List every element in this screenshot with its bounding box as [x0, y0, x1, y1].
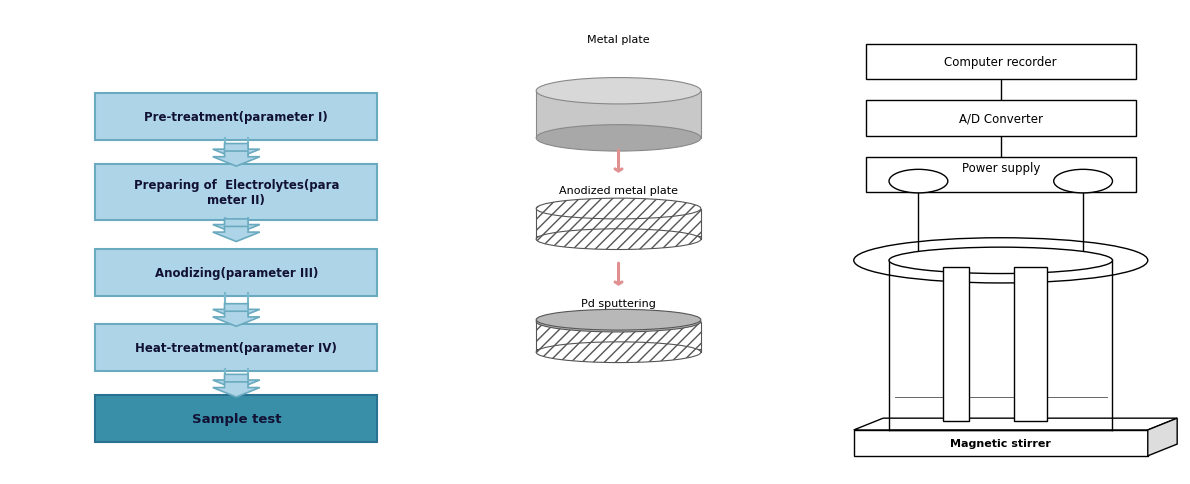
Text: Ti: Ti	[1026, 363, 1035, 373]
Text: Anodized metal plate: Anodized metal plate	[559, 185, 678, 195]
Text: Pt: Pt	[951, 363, 962, 373]
Polygon shape	[1014, 268, 1047, 422]
Polygon shape	[213, 312, 259, 327]
Ellipse shape	[537, 229, 701, 250]
Text: Pd sputtering: Pd sputtering	[581, 298, 656, 308]
FancyBboxPatch shape	[95, 249, 377, 296]
Text: Anodizing(parameter III): Anodizing(parameter III)	[155, 266, 318, 279]
Polygon shape	[213, 144, 259, 159]
Circle shape	[889, 170, 947, 194]
Text: Power supply: Power supply	[962, 162, 1040, 175]
Text: Magnetic stirrer: Magnetic stirrer	[951, 438, 1051, 448]
Text: Heat-treatment(parameter IV): Heat-treatment(parameter IV)	[136, 341, 337, 354]
Polygon shape	[1148, 418, 1177, 456]
Polygon shape	[537, 349, 701, 352]
Text: Pre-treatment(parameter I): Pre-treatment(parameter I)	[144, 111, 328, 124]
FancyBboxPatch shape	[865, 157, 1136, 193]
Text: Metal plate: Metal plate	[587, 35, 650, 45]
Circle shape	[1053, 170, 1113, 194]
Text: −: −	[913, 175, 923, 188]
Ellipse shape	[537, 342, 701, 363]
Polygon shape	[213, 151, 259, 167]
FancyBboxPatch shape	[865, 101, 1136, 136]
Polygon shape	[537, 209, 701, 240]
Ellipse shape	[537, 310, 701, 331]
Text: Computer recorder: Computer recorder	[945, 56, 1057, 69]
Polygon shape	[537, 91, 701, 138]
Text: Sample test: Sample test	[192, 412, 281, 425]
Ellipse shape	[537, 78, 701, 105]
FancyBboxPatch shape	[95, 165, 377, 221]
Ellipse shape	[537, 312, 701, 333]
Polygon shape	[213, 375, 259, 390]
Ellipse shape	[537, 125, 701, 151]
Ellipse shape	[889, 248, 1113, 274]
Polygon shape	[213, 382, 259, 397]
Polygon shape	[537, 322, 701, 352]
Polygon shape	[944, 268, 969, 422]
Ellipse shape	[537, 199, 701, 219]
Polygon shape	[537, 236, 701, 240]
Polygon shape	[853, 430, 1148, 456]
Polygon shape	[213, 227, 259, 242]
Text: Preparing of  Electrolytes(para
meter II): Preparing of Electrolytes(para meter II)	[133, 179, 339, 207]
FancyBboxPatch shape	[865, 45, 1136, 80]
FancyBboxPatch shape	[95, 395, 377, 442]
Polygon shape	[853, 418, 1177, 430]
Text: +: +	[1078, 175, 1089, 188]
Polygon shape	[213, 219, 259, 234]
FancyBboxPatch shape	[95, 94, 377, 141]
Text: A/D Converter: A/D Converter	[959, 112, 1042, 125]
FancyBboxPatch shape	[95, 324, 377, 371]
Polygon shape	[213, 304, 259, 319]
